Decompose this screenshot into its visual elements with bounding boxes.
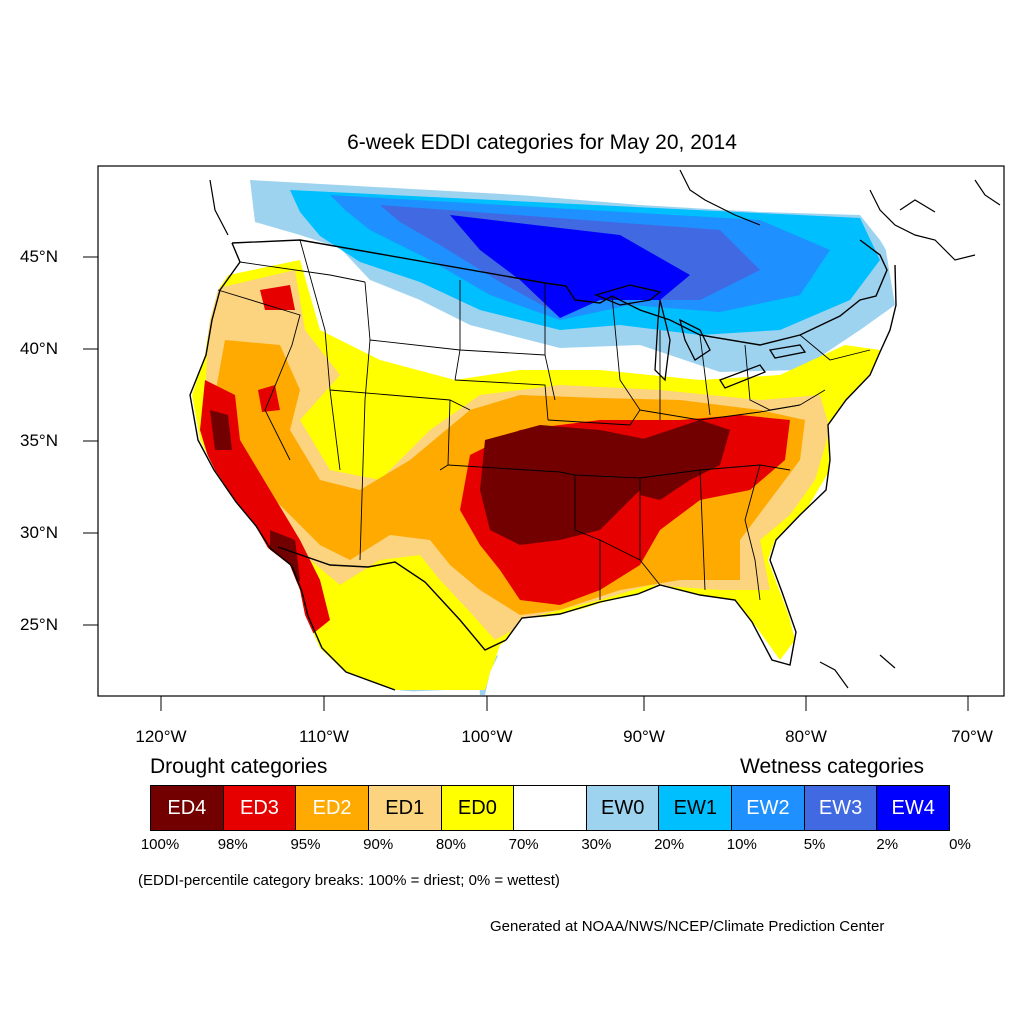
percentile-label: 0% bbox=[949, 836, 971, 853]
percentile-label: 70% bbox=[508, 836, 539, 853]
percentile-label: 90% bbox=[363, 836, 394, 853]
percentile-label: 10% bbox=[726, 836, 757, 853]
category-legend: ED4 ED3 ED2 ED1 ED0 EW0 EW1 EW2 EW3 EW4 bbox=[150, 785, 950, 831]
percentile-label: 30% bbox=[581, 836, 612, 853]
legend-box-ed3: ED3 bbox=[223, 786, 297, 830]
lon-label-120: 120°W bbox=[135, 727, 187, 746]
legend-box-ew4: EW4 bbox=[877, 786, 950, 830]
lat-label-25: 25°N bbox=[20, 615, 58, 634]
percentile-label: 5% bbox=[803, 836, 826, 853]
percentile-label: 100% bbox=[140, 836, 180, 853]
legend-box-ed2: ED2 bbox=[296, 786, 369, 830]
legend-box-ed1: ED1 bbox=[368, 786, 442, 830]
percentile-label: 95% bbox=[290, 836, 321, 853]
credit-text: Generated at NOAA/NWS/NCEP/Climate Predi… bbox=[490, 918, 885, 935]
lon-label-100: 100°W bbox=[461, 727, 513, 746]
lon-label-90: 90°W bbox=[623, 727, 665, 746]
lat-label-40: 40°N bbox=[20, 339, 58, 358]
legend-box-ew3: EW3 bbox=[804, 786, 878, 830]
lat-label-35: 35°N bbox=[20, 431, 58, 450]
lon-label-80: 80°W bbox=[785, 727, 827, 746]
map-title: 6-week EDDI categories for May 20, 2014 bbox=[347, 131, 737, 154]
lon-label-110: 110°W bbox=[299, 727, 349, 746]
lat-label-30: 30°N bbox=[20, 523, 58, 542]
legend-box-ew1: EW1 bbox=[659, 786, 733, 830]
percentile-label: 98% bbox=[217, 836, 248, 853]
wetness-categories-title: Wetness categories bbox=[740, 755, 925, 778]
legend-box-ed4: ED4 bbox=[151, 786, 224, 830]
map-frame bbox=[97, 165, 1005, 697]
legend-box-neutral bbox=[514, 786, 587, 830]
lat-label-45: 45°N bbox=[20, 247, 58, 266]
eddi-fill bbox=[192, 180, 895, 695]
legend-box-ed0: ED0 bbox=[441, 786, 515, 830]
legend-box-ew0: EW0 bbox=[586, 786, 660, 830]
percentile-note: (EDDI-percentile category breaks: 100% =… bbox=[138, 872, 560, 889]
legend-box-ew2: EW2 bbox=[732, 786, 805, 830]
percentile-label: 80% bbox=[435, 836, 466, 853]
percentile-label: 20% bbox=[654, 836, 685, 853]
percentile-label: 2% bbox=[876, 836, 899, 853]
drought-categories-title: Drought categories bbox=[150, 755, 328, 778]
lon-label-70: 70°W bbox=[951, 727, 993, 746]
